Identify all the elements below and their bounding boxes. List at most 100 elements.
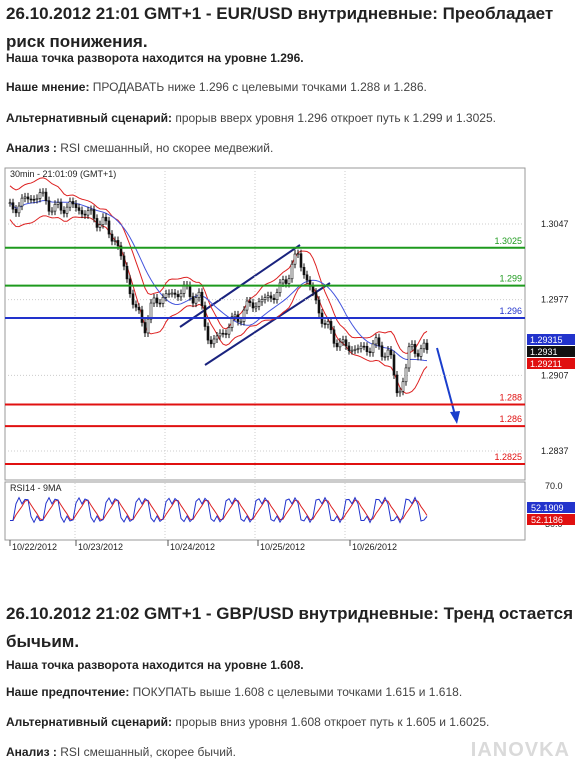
candle-body [302, 267, 306, 276]
candle-body [425, 342, 429, 350]
candle-body [98, 224, 102, 228]
candle-body [233, 314, 237, 318]
text: ПОКУПАТЬ выше 1.608 с целевыми точками 1… [129, 685, 463, 699]
candle-body [119, 245, 123, 257]
level-label: 1.296 [499, 306, 522, 316]
candle-body [209, 339, 213, 345]
date-label: 10/22/2012 [12, 542, 57, 552]
date-label: 10/26/2012 [352, 542, 397, 552]
candle-body [125, 265, 129, 280]
candle-body [401, 381, 405, 392]
candle-body [104, 216, 108, 222]
label: Анализ : [6, 745, 57, 759]
price-box [527, 358, 575, 369]
bollinger-band [9, 177, 428, 354]
candle-body [419, 348, 423, 357]
candle-body [350, 349, 354, 352]
arrow-head [450, 411, 460, 424]
candle-body [278, 282, 282, 293]
candle-body [50, 210, 54, 213]
candle-body [116, 240, 120, 247]
candle-body [287, 278, 291, 284]
candle-body [89, 209, 93, 212]
candle-body [191, 296, 195, 304]
candle-body [281, 279, 285, 284]
candle-body [407, 346, 411, 369]
candle-body [110, 233, 114, 242]
candle-body [248, 300, 252, 304]
candle-body [323, 323, 327, 325]
candle-body [146, 318, 150, 334]
level-label: 1.288 [499, 393, 522, 403]
candle-body [269, 295, 273, 299]
candle-body [14, 208, 18, 214]
candle-body [188, 285, 192, 297]
level-label: 1.286 [499, 414, 522, 424]
candle-body [218, 332, 222, 337]
candle-body [59, 202, 63, 211]
candle-body [143, 322, 147, 334]
candle-body [293, 253, 297, 265]
article-title: 26.10.2012 21:02 GMT+1 - GBP/USD внутрид… [6, 604, 574, 651]
candle-body [317, 299, 321, 314]
candle-body [11, 202, 15, 210]
candle-body [137, 306, 141, 311]
candle-body [221, 332, 225, 335]
y-tick-label: 1.2977 [541, 295, 569, 305]
candle-body [38, 192, 42, 199]
candle-body [272, 297, 276, 300]
paragraph: Анализ : RSI смешанный, скорее бычий. [6, 745, 574, 759]
candle-body [383, 356, 387, 358]
candle-body [74, 203, 78, 208]
candle-body [53, 203, 57, 212]
candle-body [173, 292, 177, 295]
candle-body [266, 295, 270, 298]
candle-body [251, 302, 255, 309]
candle-body [23, 196, 27, 199]
price-box-label: 1.29315 [530, 335, 563, 345]
candle-body [395, 374, 399, 394]
text: прорыв вверх уровня 1.296 откроет путь к… [171, 111, 496, 125]
candle-body [203, 305, 207, 327]
article-title: 26.10.2012 21:01 GMT+1 - EUR/USD внутрид… [6, 4, 554, 51]
candle-body [230, 316, 234, 328]
paragraph: Наше предпочтение: ПОКУПАТЬ выше 1.608 с… [6, 685, 574, 699]
pivot: Наша точка разворота находится на уровне… [6, 51, 304, 65]
candle-body [365, 345, 369, 352]
candle-body [296, 253, 300, 255]
label: Альтернативный сценарий: [6, 111, 172, 125]
candle-body [353, 348, 357, 351]
chart: 30min - 21:01:09 (GMT+1) RSI14 - 9MA 1.3… [4, 167, 575, 552]
candle-body [68, 201, 72, 208]
candle-body [245, 300, 249, 311]
candle-body [197, 291, 201, 298]
level-label: 1.299 [499, 274, 522, 284]
candle-body [134, 304, 138, 308]
candle-body [263, 297, 267, 300]
candle-body [284, 279, 288, 284]
candle-body [101, 216, 105, 225]
candle-body [206, 326, 210, 341]
y-tick-label: 1.2837 [541, 446, 569, 456]
date-label: 10/24/2012 [170, 542, 215, 552]
candle-body [311, 286, 315, 293]
candle-body [95, 218, 99, 228]
main-frame [4, 167, 526, 481]
candle-body [158, 302, 162, 305]
candle-body [227, 327, 231, 335]
candle-body [389, 349, 393, 356]
level-label: 1.3025 [494, 236, 522, 246]
paragraph: Альтернативный сценарий: прорыв вниз уро… [6, 715, 574, 729]
candle-body [362, 345, 366, 348]
candle-body [260, 299, 264, 303]
candle-body [122, 255, 126, 267]
label: Наше предпочтение: [6, 685, 130, 699]
candle-body [299, 253, 303, 268]
price-box-label: 1.2931 [530, 347, 558, 357]
candle-body [329, 321, 333, 331]
price-box [527, 346, 575, 357]
rsi-ma [9, 499, 428, 521]
rsi-box-label: 52.1186 [531, 515, 563, 525]
candle-body [239, 321, 243, 323]
candle-body [71, 201, 75, 205]
